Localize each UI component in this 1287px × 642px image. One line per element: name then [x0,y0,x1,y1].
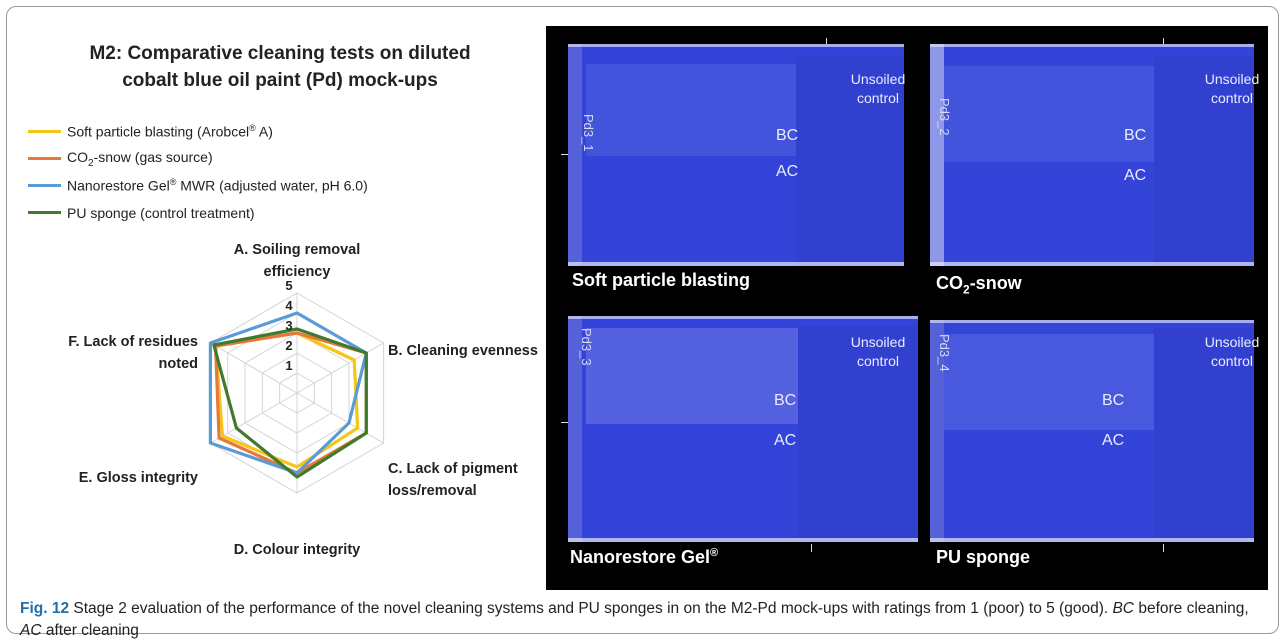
tick-label: 5 [285,278,292,293]
photo-tile-nanorestore-gel: Pd3_3 [568,316,918,542]
photo-tile-co2-snow: Pd3_2 [930,44,1254,266]
axis-label: efficiency [264,264,331,280]
tile-label-pu-sponge: PU sponge [936,547,1031,567]
ac-label: AC [1124,167,1147,184]
ac-label: AC [776,163,799,180]
chart-title-line-1: M2: Comparative cleaning tests on dilute… [89,43,471,64]
axis-label: loss/removal [388,483,477,499]
grid-spoke [210,392,298,444]
legend-item-nanorestore-gel: Nanorestore Gel® MWR (adjusted water, pH… [28,172,368,199]
axis-label: D. Colour integrity [234,542,360,558]
legend-label-pu-sponge: PU sponge (control treatment) [67,204,255,221]
tile-edge-text: Pd3_4 [937,334,952,372]
tick-label: 1 [285,358,292,373]
bc-label: BC [1124,127,1147,144]
series-line-3 [212,327,368,479]
axis-label: F. Lack of residues [68,334,198,350]
axis-label: E. Gloss integrity [79,470,198,486]
legend-label-nanorestore-gel: Nanorestore Gel® MWR (adjusted water, pH… [67,177,368,194]
caption-fig-number: Fig. 12 [20,600,70,617]
axis-label: C. Lack of pigment [388,461,518,477]
tile-label-nanorestore-gel: Nanorestore Gel® [570,547,719,567]
legend-item-co2-snow: CO2-snow (gas source) [28,145,368,172]
bc-label: BC [774,392,797,409]
legend-swatch-soft-particle-blasting [28,130,61,133]
legend-swatch-pu-sponge [28,211,61,214]
photo-tile-pu-sponge: Pd3_4 [930,320,1254,542]
axis-label: A. Soiling removal [234,242,361,258]
photo-panel: Pd3_1 Pd3_2 Pd3_3 Pd3_4 Unsoiled control … [546,26,1268,590]
grid-spoke [296,392,384,444]
unsoiled-control-label: Unsoiled control [850,71,906,106]
ac-label: AC [774,432,797,449]
axis-label: noted [159,356,198,372]
grid-spoke [296,342,384,394]
legend-item-soft-particle-blasting: Soft particle blasting (Arobcel® A) [28,118,368,145]
figure-caption: Fig. 12 Stage 2 evaluation of the perfor… [20,600,1249,639]
legend-swatch-nanorestore-gel [28,184,61,187]
tile-edge-text: Pd3_2 [937,98,952,136]
ac-label: AC [1102,432,1125,449]
chart-title-line-2: cobalt blue oil paint (Pd) mock-ups [122,70,438,91]
bc-label: BC [776,127,799,144]
bc-label: BC [1102,392,1125,409]
legend-item-pu-sponge: PU sponge (control treatment) [28,199,368,226]
tick-label: 4 [285,298,293,313]
figure-frame [6,6,1279,634]
unsoiled-control-label: Unsoiled control [1204,71,1260,106]
tick-label: 2 [285,338,292,353]
axis-label: B. Cleaning evenness [388,343,538,359]
legend-label-co2-snow: CO2-snow (gas source) [67,148,213,169]
grid-spoke [210,342,298,394]
legend-swatch-co2-snow [28,157,61,160]
legend: Soft particle blasting (Arobcel® A) CO2-… [28,118,368,226]
tick-label: 3 [285,318,292,333]
tile-label-soft-particle-blasting: Soft particle blasting [572,270,751,290]
legend-label-soft-particle-blasting: Soft particle blasting (Arobcel® A) [67,123,273,140]
tile-edge-text: Pd3_1 [581,114,596,152]
photo-tile-soft-particle-blasting: Pd3_1 [568,44,904,266]
radar-chart: 1 2 3 4 5 A. Soiling removal efficiency B. Clea… [68,242,538,558]
tile-label-co2-snow: CO2-snow [936,273,1022,297]
tile-edge-text: Pd3_3 [579,328,594,366]
unsoiled-control-label: Unsoiled control [850,334,906,369]
unsoiled-control-label: Unsoiled control [1204,334,1260,369]
chart-title: M2: Comparative cleaning tests on dilute… [55,40,505,94]
